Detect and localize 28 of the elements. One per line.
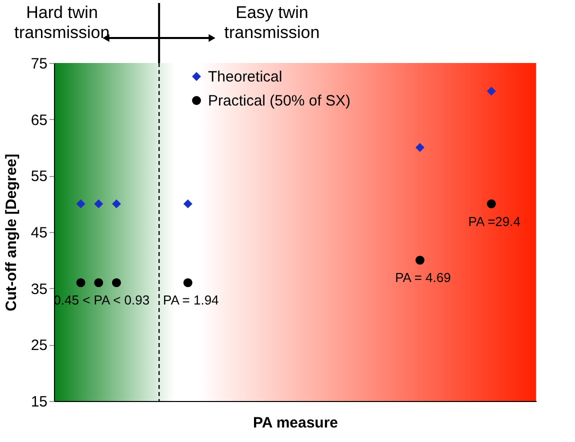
y-tick-label: 35 xyxy=(30,280,48,298)
y-tick-label: 55 xyxy=(30,168,48,186)
point xyxy=(76,278,86,288)
y-tick-label: 75 xyxy=(30,56,48,72)
point xyxy=(112,199,121,208)
y-tick-label: 65 xyxy=(30,112,48,129)
annotation: PA =29.4 xyxy=(468,214,520,229)
annotation: PA = 1.94 xyxy=(163,292,219,308)
point xyxy=(183,199,192,208)
y-axis-title: Cut-off angle [Degree] xyxy=(2,154,20,312)
x-axis-title: PA measure xyxy=(252,414,338,432)
point xyxy=(112,278,121,288)
point xyxy=(415,256,424,265)
annotation: PA = 4.69 xyxy=(395,270,451,286)
point xyxy=(94,199,104,208)
y-tick-label: 45 xyxy=(30,224,48,242)
point xyxy=(486,86,496,96)
legend-label: Theoretical xyxy=(208,68,282,86)
point xyxy=(94,278,104,288)
text: Hard twin transmission xyxy=(14,3,110,42)
text: Easy twin transmission xyxy=(224,3,320,42)
point xyxy=(183,278,192,288)
y-tick-label: 15 xyxy=(30,394,48,410)
point xyxy=(415,143,424,152)
legend-label: Practical (50% of SX) xyxy=(208,92,351,110)
point xyxy=(76,199,86,208)
point xyxy=(486,199,496,208)
y-tick-label: 25 xyxy=(30,337,48,354)
